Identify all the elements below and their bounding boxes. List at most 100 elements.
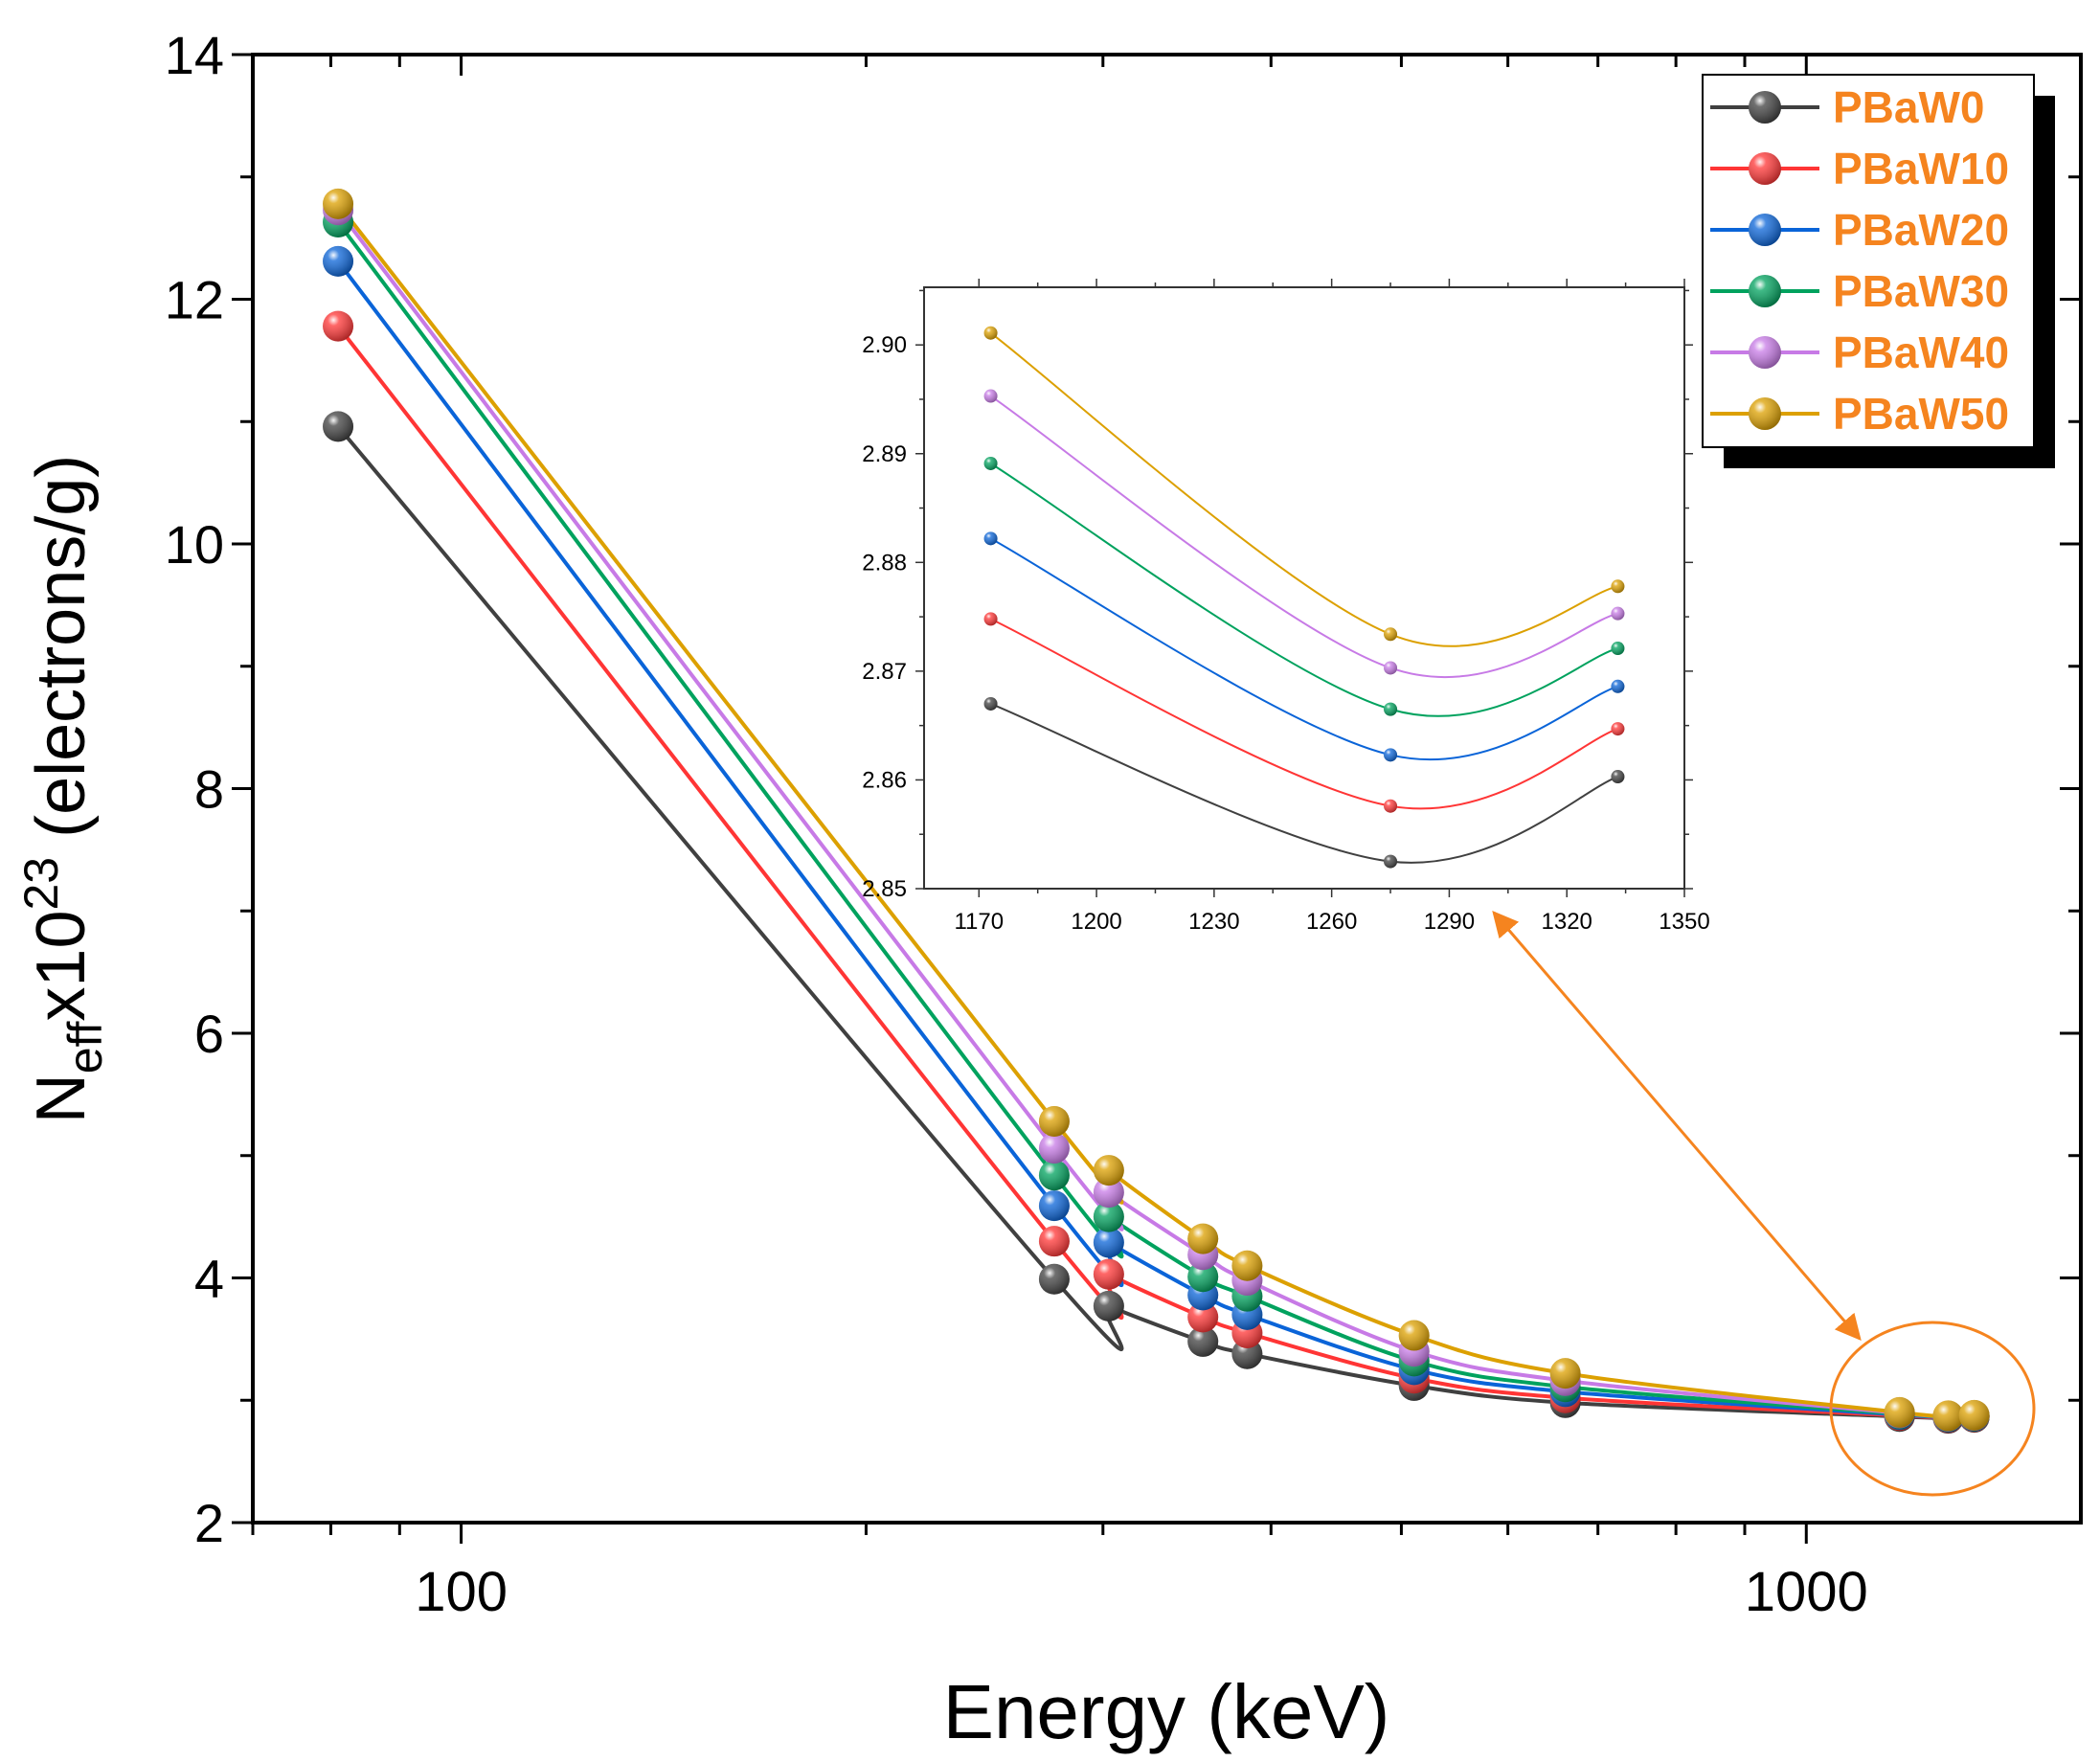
y-label-mid: x10 <box>23 911 100 1022</box>
data-point-pbaw50-shine <box>1038 1105 1070 1137</box>
data-point-pbaw50 <box>1549 1358 1581 1389</box>
legend-item-pbaw30: PBaW30 <box>1710 266 2009 316</box>
data-point-pbaw50-shine <box>1231 1250 1263 1281</box>
inset-data-point-pbaw20-shine <box>983 531 998 546</box>
inset-data-point-pbaw30-shine <box>1611 642 1625 656</box>
legend-marker-shine <box>1749 91 1781 124</box>
data-point-pbaw30-shine <box>1093 1201 1124 1232</box>
data-point-pbaw20-shine <box>323 245 354 277</box>
legend-marker-shine <box>1749 275 1781 307</box>
legend-item-pbaw10: PBaW10 <box>1710 144 2009 193</box>
data-point-pbaw50 <box>1884 1396 1915 1428</box>
data-point-pbaw50 <box>1958 1399 1990 1431</box>
data-point-pbaw50 <box>1038 1105 1070 1137</box>
inset-data-point-pbaw10 <box>983 612 998 626</box>
y-tick-label: 10 <box>165 514 224 575</box>
inset-data-point-pbaw30-shine <box>983 456 998 470</box>
y-tick-label: 12 <box>165 270 224 330</box>
data-point-pbaw40-shine <box>1038 1133 1070 1164</box>
data-point-pbaw10-shine <box>323 310 354 342</box>
legend-marker-shine <box>1749 336 1781 369</box>
inset-y-tick-label: 2.87 <box>862 659 907 685</box>
inset-data-point-pbaw0 <box>983 696 998 711</box>
data-point-pbaw20 <box>1093 1227 1124 1258</box>
inset-x-tick-label: 1230 <box>1188 909 1239 935</box>
legend-item-pbaw20: PBaW20 <box>1710 205 2009 255</box>
legend-marker <box>1749 152 1781 185</box>
inset-data-point-pbaw40-shine <box>1384 661 1398 675</box>
inset-data-point-pbaw20-shine <box>1611 679 1625 693</box>
zoom-annotation <box>1492 910 2036 1497</box>
data-point-pbaw50-shine <box>1549 1358 1581 1389</box>
legend-item-pbaw40: PBaW40 <box>1710 328 2009 377</box>
y-tick-label: 2 <box>194 1493 224 1553</box>
legend-marker-shine <box>1749 152 1781 185</box>
inset-data-point-pbaw10 <box>1611 722 1625 736</box>
inset-data-point-pbaw10-shine <box>983 612 998 626</box>
inset-y-tick-label: 2.86 <box>862 767 907 793</box>
inset-data-point-pbaw20 <box>983 531 998 546</box>
y-label-base: N <box>23 1073 100 1123</box>
data-point-pbaw50-shine <box>1884 1396 1915 1428</box>
data-point-pbaw10-shine <box>1093 1258 1124 1290</box>
legend-label: PBaW0 <box>1833 82 1984 132</box>
data-point-pbaw30 <box>1093 1201 1124 1232</box>
inset-series-line-pbaw30 <box>990 463 1618 717</box>
inset-data-point-pbaw0-shine <box>1384 854 1398 869</box>
data-point-pbaw20 <box>1038 1190 1070 1222</box>
y-label-unit: (electrons/g) <box>23 455 100 857</box>
y-tick-label: 14 <box>165 25 224 85</box>
inset-data-point-pbaw30 <box>1384 702 1398 716</box>
inset-chart: 2.85 2.86 2.87 2.88 2.89 2.90 1170 1200 1230 1260… <box>862 279 1710 935</box>
data-point-pbaw30-shine <box>1038 1160 1070 1191</box>
data-point-pbaw40 <box>1038 1133 1070 1164</box>
inset-x-tick-label: 1260 <box>1306 909 1357 935</box>
data-point-pbaw40 <box>1093 1177 1124 1209</box>
data-point-pbaw30-shine <box>1187 1261 1219 1293</box>
legend-marker <box>1749 91 1781 124</box>
data-point-pbaw50 <box>1231 1250 1263 1281</box>
inset-frame <box>923 286 1685 890</box>
data-point-pbaw50-shine <box>1187 1223 1219 1254</box>
data-point-pbaw30 <box>1038 1160 1070 1191</box>
legend-marker <box>1749 336 1781 369</box>
double-arrow <box>1492 910 1862 1342</box>
legend-marker <box>1749 397 1781 430</box>
inset-y-tick-label: 2.90 <box>862 332 907 358</box>
inset-x-tick-label: 1320 <box>1542 909 1592 935</box>
inset-series-line-pbaw50 <box>989 331 1618 647</box>
legend-label: PBaW20 <box>1833 205 2009 255</box>
data-point-pbaw10 <box>323 310 354 342</box>
legend-label: PBaW50 <box>1833 389 2009 439</box>
main-series-group <box>323 188 1990 1434</box>
data-point-pbaw20 <box>323 245 354 277</box>
inset-x-tick-label: 1350 <box>1659 909 1709 935</box>
data-point-pbaw0 <box>323 411 354 442</box>
data-point-pbaw50-shine <box>1398 1320 1430 1351</box>
inset-series-line-pbaw10 <box>990 618 1618 810</box>
inset-y-tick-label: 2.89 <box>862 441 907 467</box>
data-point-pbaw50-shine <box>1093 1155 1124 1186</box>
inset-series-line-pbaw20 <box>990 537 1618 761</box>
x-axis-label: Energy (keV) <box>943 1669 1390 1754</box>
highlight-ellipse <box>1829 1321 2036 1497</box>
data-point-pbaw0-shine <box>1093 1290 1124 1322</box>
inset-data-point-pbaw40-shine <box>1611 606 1625 621</box>
inset-data-point-pbaw40-shine <box>983 389 998 403</box>
data-point-pbaw0 <box>1038 1263 1070 1295</box>
data-point-pbaw0-shine <box>323 411 354 442</box>
data-point-pbaw0 <box>1187 1325 1219 1357</box>
legend-marker <box>1749 214 1781 246</box>
inset-y-tick-label: 2.88 <box>862 550 907 576</box>
x-tick-label: 1000 <box>1745 1561 1868 1623</box>
legend-label: PBaW40 <box>1833 328 2009 377</box>
data-point-pbaw50 <box>1932 1400 1964 1432</box>
data-point-pbaw10-shine <box>1038 1226 1070 1257</box>
legend-marker-shine <box>1749 214 1781 246</box>
data-point-pbaw20-shine <box>1093 1227 1124 1258</box>
inset-x-tick-label: 1290 <box>1424 909 1475 935</box>
data-point-pbaw50 <box>323 188 354 219</box>
inset-data-point-pbaw0 <box>1384 854 1398 869</box>
data-point-pbaw50-shine <box>1958 1399 1990 1431</box>
